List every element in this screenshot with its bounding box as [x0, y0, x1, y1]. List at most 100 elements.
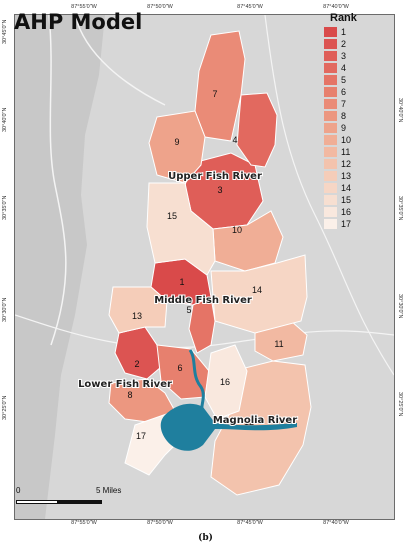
river-label-upper: Upper Fish River	[168, 171, 262, 182]
road-line	[48, 15, 67, 346]
top-tick-label: 87°40'0"W	[323, 4, 349, 10]
right-tick-label: 30°25'0"N	[397, 392, 403, 417]
legend-row: 5	[324, 74, 378, 86]
legend: Rank 1 2 3 4 5 6 7 8 9 10 11 12 13 14 15 16 17	[324, 12, 378, 230]
watershed-region-10	[212, 210, 284, 272]
right-tick-label: 30°40'0"N	[397, 98, 403, 123]
region-rank-label: 5	[186, 305, 191, 315]
scale-bar: 0 5 Miles	[16, 484, 136, 508]
legend-swatch	[324, 51, 337, 61]
legend-label: 1	[341, 27, 347, 37]
legend-row: 6	[324, 86, 378, 98]
region-rank-label: 3	[217, 185, 222, 195]
legend-swatch	[324, 159, 337, 169]
scale-bar-segment-black	[58, 500, 102, 504]
watershed-region-2	[114, 326, 162, 380]
region-rank-label: 14	[252, 285, 262, 295]
region-rank-label: 12	[244, 417, 254, 427]
region-rank-label: 11	[274, 339, 283, 349]
river-label-lower: Lower Fish River	[78, 379, 172, 390]
river-label-middle: Middle Fish River	[154, 295, 252, 306]
legend-row: 1	[324, 26, 378, 38]
magnolia-river-water	[160, 403, 297, 451]
legend-swatch	[324, 171, 337, 181]
legend-label: 3	[341, 51, 347, 61]
region-rank-label: 10	[232, 225, 242, 235]
scale-end-label: 5 Miles	[96, 486, 122, 495]
road-line	[264, 15, 394, 376]
legend-label: 8	[341, 111, 347, 121]
legend-swatch	[324, 111, 337, 121]
legend-swatch	[324, 99, 337, 109]
legend-swatch	[324, 147, 337, 157]
road-line	[74, 15, 166, 106]
legend-swatch	[324, 39, 337, 49]
legend-label: 11	[341, 147, 351, 157]
right-tick-label: 30°35'0"N	[397, 196, 403, 221]
legend-row: 16	[324, 206, 378, 218]
watershed-region-15	[146, 182, 216, 276]
legend-label: 15	[341, 195, 352, 205]
legend-row: 11	[324, 146, 378, 158]
legend-swatch	[324, 87, 337, 97]
legend-row: 10	[324, 134, 378, 146]
region-rank-label: 16	[220, 377, 230, 387]
legend-title: Rank	[330, 12, 357, 24]
region-rank-label: 17	[136, 431, 146, 441]
legend-label: 7	[341, 99, 347, 109]
legend-swatch	[324, 75, 337, 85]
top-tick-label: 87°50'0"W	[147, 4, 173, 10]
legend-row: 8	[324, 110, 378, 122]
watershed-region-14	[210, 254, 308, 334]
region-rank-label: 6	[177, 363, 182, 373]
legend-row: 4	[324, 62, 378, 74]
legend-swatch	[324, 219, 337, 229]
watershed-region-13	[108, 286, 168, 334]
legend-label: 5	[341, 75, 347, 85]
legend-swatch	[324, 183, 337, 193]
region-rank-label: 2	[134, 359, 139, 369]
region-rank-label: 8	[127, 390, 132, 400]
left-tick-label: 30°45'0"N	[2, 19, 8, 44]
watershed-region-4	[236, 92, 278, 168]
region-rank-label: 13	[132, 311, 142, 321]
legend-row: 2	[324, 38, 378, 50]
region-rank-label: 4	[232, 135, 237, 145]
legend-swatch	[324, 27, 337, 37]
left-tick-label: 30°25'0"N	[2, 395, 8, 420]
legend-items: 1 2 3 4 5 6 7 8 9 10 11 12 13 14 15 16 17	[324, 26, 378, 230]
legend-row: 7	[324, 98, 378, 110]
legend-label: 13	[341, 171, 352, 181]
legend-row: 12	[324, 158, 378, 170]
legend-label: 2	[341, 39, 347, 49]
scale-start-label: 0	[16, 486, 21, 495]
bottom-tick-label: 87°45'0"W	[237, 520, 263, 526]
legend-label: 17	[341, 219, 352, 229]
left-tick-label: 30°30'0"N	[2, 297, 8, 322]
region-rank-label: 1	[179, 277, 184, 287]
river-labels: Upper Fish River Middle Fish River Lower F…	[77, 170, 298, 427]
legend-row: 14	[324, 182, 378, 194]
legend-row: 13	[324, 170, 378, 182]
legend-label: 9	[341, 123, 347, 133]
top-tick-label: 87°55'0"W	[71, 4, 97, 10]
legend-row: 9	[324, 122, 378, 134]
legend-label: 10	[341, 135, 352, 145]
legend-row: 17	[324, 218, 378, 230]
figure-label: (b)	[198, 533, 213, 543]
road-line	[15, 314, 394, 349]
legend-swatch	[324, 63, 337, 73]
left-tick-label: 30°35'0"N	[2, 195, 8, 220]
watershed-region-5	[188, 296, 216, 354]
watershed-region-7	[194, 30, 246, 142]
legend-label: 4	[341, 63, 347, 73]
legend-swatch	[324, 195, 337, 205]
legend-swatch	[324, 123, 337, 133]
bottom-tick-label: 87°40'0"W	[323, 520, 349, 526]
legend-row: 15	[324, 194, 378, 206]
legend-swatch	[324, 207, 337, 217]
map-title: AHP Model	[14, 10, 143, 34]
watershed-region-16	[204, 344, 248, 420]
